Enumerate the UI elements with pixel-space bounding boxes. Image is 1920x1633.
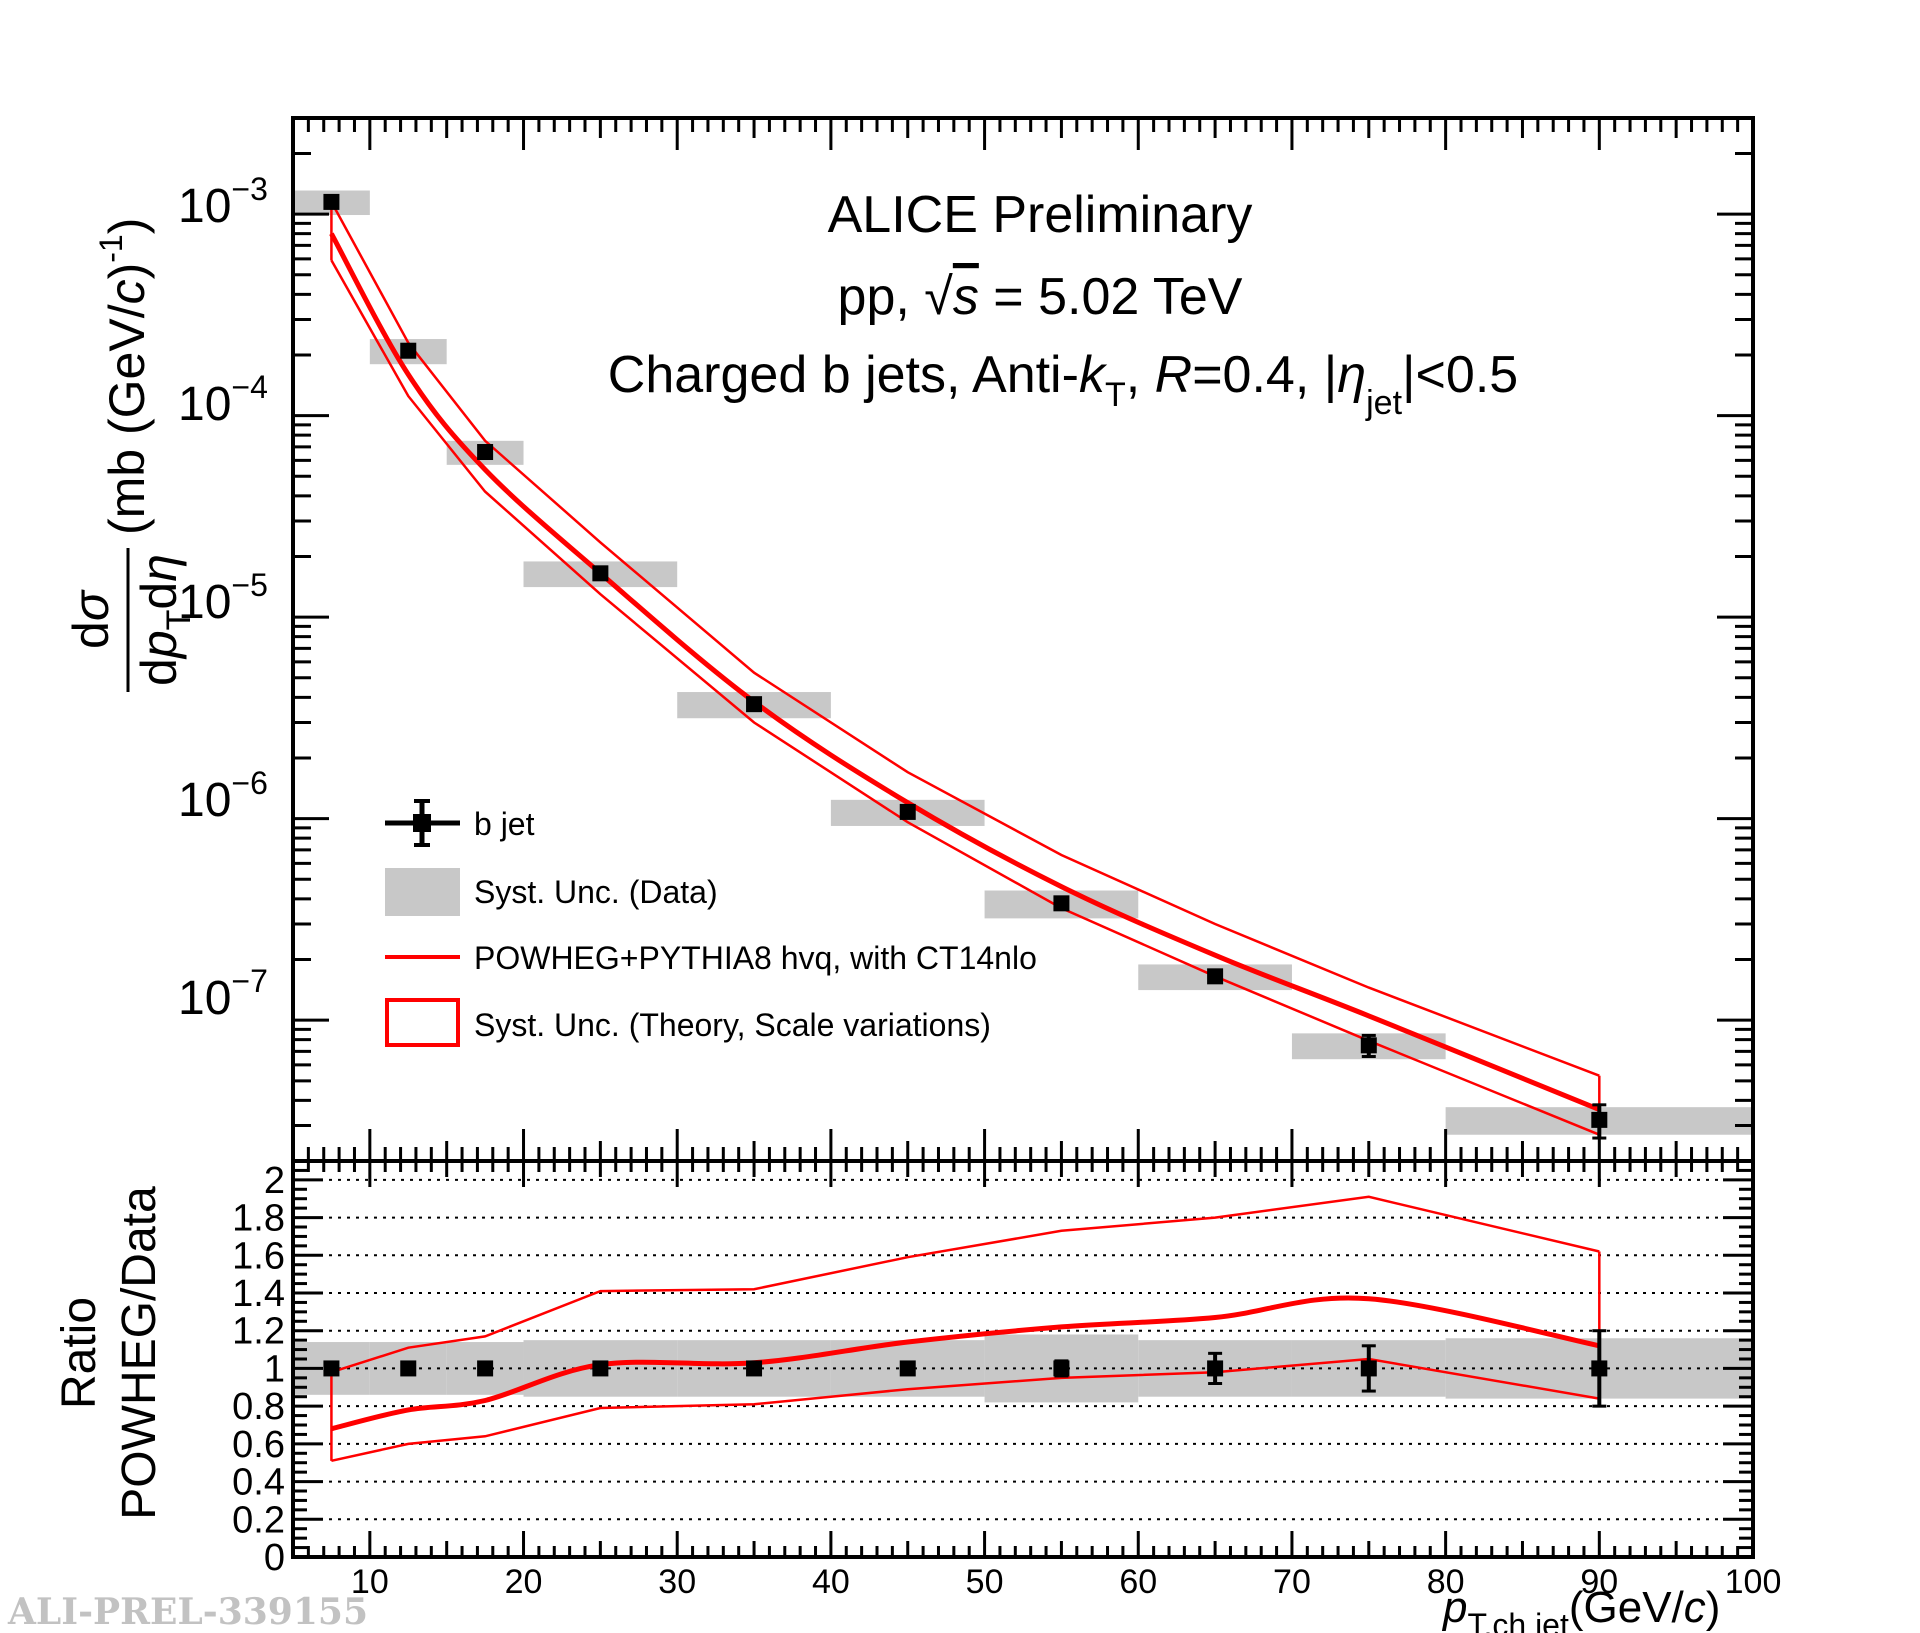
legend-entry-syst-data: Syst. Unc. (Data) (385, 868, 718, 916)
legend-entry-syst-theory: Syst. Unc. (Theory, Scale variations) (385, 998, 991, 1047)
legend-entry-b-jet: b jet (385, 799, 535, 847)
axis-ticks (291, 116, 1755, 1559)
legend-label-syst-theory: Syst. Unc. (Theory, Scale variations) (474, 1007, 991, 1043)
ratio-theory-curves (330, 1195, 1601, 1463)
data-point-3 (592, 565, 609, 582)
data-point-7 (1207, 968, 1224, 985)
svg-text:(mb (GeV/c)-1): (mb (GeV/c)-1) (93, 218, 155, 535)
ratio-y-tick-label-8: 1.6 (232, 1235, 285, 1277)
x-tick-label-70: 70 (1273, 1563, 1311, 1601)
bottom-y-tick-labels: 00.20.40.60.811.21.41.61.82 (232, 1160, 285, 1579)
top-y-tick-labels: 10−3 10−4 10−5 10−6 10−7 (178, 171, 268, 1025)
ratio-point-4 (746, 1360, 763, 1377)
ratio-y-tick-label-7: 1.4 (232, 1273, 285, 1315)
theory-central-curve (329, 232, 1601, 1112)
ratio-theory-central (330, 1295, 1600, 1432)
x-tick-label-60: 60 (1119, 1563, 1157, 1601)
x-axis-label: pT,ch jet(GeV/c) (1441, 1583, 1720, 1633)
figure-annotations: ALICE Preliminary pp, √s = 5.02 TeV Char… (608, 186, 1518, 422)
theory-lower-curve (330, 259, 1600, 1136)
bottom-y-axis-label: Ratio POWHEG/Data (53, 1186, 166, 1520)
ratio-y-tick-label-10: 2 (264, 1160, 285, 1202)
x-tick-label-20: 20 (505, 1563, 543, 1601)
top-y-axis-label: dσ dpTdη (mb (GeV/c)-1) (63, 218, 198, 692)
legend: b jet Syst. Unc. (Data) POWHEG+PYTHIA8 h… (385, 799, 1037, 1047)
annotation-jet-selection: Charged b jets, Anti-kT, R=0.4, |ηjet|<0… (608, 346, 1518, 422)
ratio-y-tick-label-9: 1.8 (232, 1198, 285, 1240)
ratio-theory-upper (331, 1195, 1600, 1374)
ratio-gridlines (293, 1178, 1753, 1521)
data-points (323, 193, 1608, 1140)
data-point-1 (400, 342, 417, 359)
data-point-4 (746, 696, 763, 713)
legend-label-powheg: POWHEG+PYTHIA8 hvq, with CT14nlo (474, 940, 1037, 976)
ratio-point-0 (323, 1360, 340, 1377)
data-point-5 (899, 803, 916, 820)
ratio-y-tick-label-2: 0.4 (232, 1462, 285, 1504)
theory-upper-curve (330, 201, 1600, 1077)
ratio-point-1 (400, 1360, 417, 1377)
ratio-point-8 (1360, 1344, 1377, 1393)
svg-text:dpTdη: dpTdη (131, 554, 198, 686)
data-point-0 (323, 193, 340, 210)
ratio-y-tick-label-3: 0.6 (232, 1424, 285, 1466)
ratio-point-2 (477, 1360, 494, 1377)
svg-text:dσ: dσ (63, 589, 119, 649)
theory-curves (329, 201, 1601, 1136)
ratio-y-tick-label-6: 1.2 (232, 1311, 285, 1353)
ratio-y-tick-label-5: 1 (264, 1348, 285, 1390)
ratio-point-5 (899, 1360, 916, 1377)
x-tick-label-90: 90 (1580, 1563, 1618, 1601)
svg-text:Ratio: Ratio (53, 1297, 106, 1409)
x-tick-label-80: 80 (1427, 1563, 1465, 1601)
x-tick-label-100: 100 (1725, 1563, 1782, 1601)
ratio-y-tick-label-1: 0.2 (232, 1499, 285, 1541)
legend-label-syst-data: Syst. Unc. (Data) (474, 874, 718, 910)
ratio-point-7 (1207, 1351, 1224, 1386)
alice-figure-id: ALI-PREL-339155 (7, 1591, 368, 1633)
data-point-8 (1360, 1033, 1377, 1059)
data-systematic-boxes (293, 190, 1753, 1135)
data-point-2 (477, 444, 494, 461)
svg-text:POWHEG/Data: POWHEG/Data (113, 1186, 166, 1520)
y-tick-label-1e-4: 10−4 (178, 369, 268, 431)
ratio-theory-lower (331, 1357, 1600, 1463)
ratio-points (323, 1329, 1608, 1408)
y-tick-label-1e-5: 10−5 (178, 567, 268, 629)
ratio-point-6 (1053, 1359, 1070, 1378)
ratio-point-3 (592, 1360, 609, 1377)
annotation-collision-system: pp, √s = 5.02 TeV (838, 268, 1243, 326)
annotation-alice-preliminary: ALICE Preliminary (828, 186, 1253, 244)
x-tick-label-10: 10 (351, 1563, 389, 1601)
x-tick-label-50: 50 (966, 1563, 1004, 1601)
y-tick-label-1e-6: 10−6 (178, 765, 268, 827)
x-tick-label-40: 40 (812, 1563, 850, 1601)
data-point-6 (1053, 895, 1070, 912)
legend-label-b-jet: b jet (474, 806, 535, 842)
x-tick-labels: 10 20 30 40 50 60 70 80 90 100 (351, 1563, 1781, 1601)
y-tick-label-1e-3: 10−3 (178, 171, 268, 233)
x-tick-label-30: 30 (658, 1563, 696, 1601)
ratio-y-tick-label-4: 0.8 (232, 1386, 285, 1428)
legend-entry-powheg: POWHEG+PYTHIA8 hvq, with CT14nlo (385, 940, 1037, 976)
y-tick-label-1e-7: 10−7 (178, 963, 268, 1025)
ratio-y-tick-label-0: 0 (264, 1537, 285, 1579)
ratio-point-9 (1591, 1329, 1608, 1408)
